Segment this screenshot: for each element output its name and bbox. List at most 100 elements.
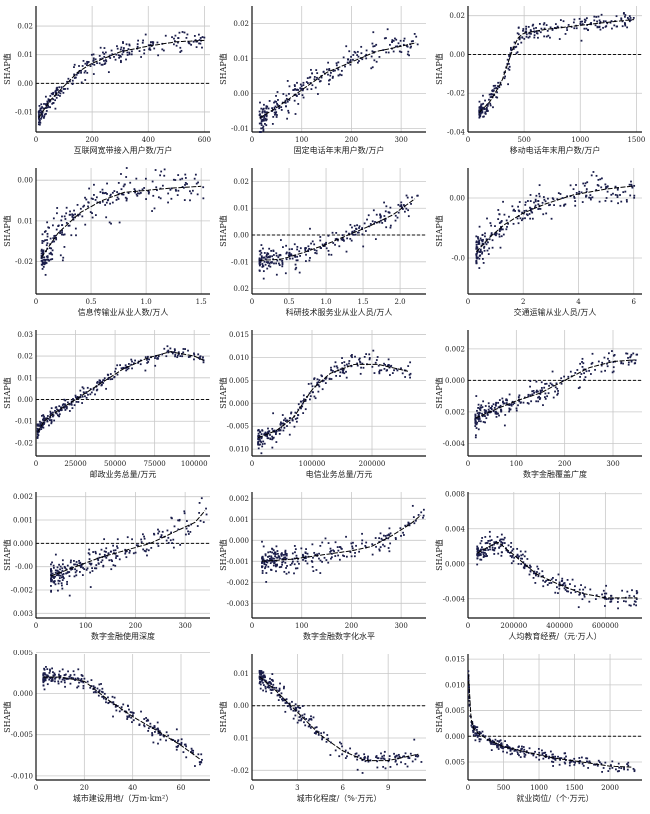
- data-point: [103, 550, 106, 553]
- data-point: [356, 758, 359, 761]
- data-point: [141, 41, 144, 44]
- data-point: [535, 32, 538, 34]
- data-point: [535, 574, 537, 577]
- data-point: [65, 406, 68, 409]
- data-point: [96, 380, 99, 383]
- data-point: [315, 252, 318, 255]
- data-point: [55, 238, 58, 241]
- data-point: [174, 349, 176, 352]
- data-point: [517, 43, 519, 46]
- y-tick-label: 0.01: [17, 374, 33, 382]
- data-point: [281, 263, 284, 266]
- data-point: [89, 571, 92, 574]
- data-point: [289, 254, 292, 257]
- data-point: [97, 694, 100, 697]
- data-point: [58, 405, 61, 408]
- data-point: [280, 553, 283, 556]
- data-point: [475, 417, 478, 420]
- data-point: [127, 705, 129, 707]
- data-point: [549, 382, 552, 385]
- data-point: [38, 121, 40, 124]
- data-point: [144, 177, 147, 180]
- data-point: [516, 51, 519, 54]
- data-point: [301, 405, 304, 408]
- data-point: [45, 258, 48, 261]
- data-point: [274, 433, 277, 436]
- data-point: [515, 555, 518, 558]
- data-point: [385, 226, 388, 229]
- data-point: [383, 545, 386, 548]
- data-point: [272, 557, 274, 560]
- data-point: [258, 435, 261, 438]
- data-point: [269, 438, 272, 441]
- data-point: [493, 87, 496, 90]
- data-point: [161, 353, 164, 356]
- data-point: [476, 547, 479, 550]
- data-point: [271, 437, 274, 440]
- data-point: [79, 565, 82, 567]
- data-point: [557, 573, 560, 576]
- data-point: [351, 545, 354, 548]
- data-point: [560, 580, 563, 582]
- data-point: [371, 543, 374, 546]
- data-point: [295, 89, 298, 91]
- data-point: [537, 748, 540, 750]
- x-axis-title: 数字金融覆盖广度: [523, 469, 587, 479]
- data-point: [319, 572, 322, 574]
- data-point: [378, 372, 381, 375]
- data-point: [607, 357, 609, 360]
- data-point: [58, 563, 60, 566]
- data-point: [284, 553, 287, 556]
- data-point: [614, 193, 617, 196]
- data-point: [282, 697, 284, 700]
- data-point: [79, 561, 82, 564]
- data-point: [189, 531, 192, 533]
- data-point: [74, 677, 77, 680]
- x-tick-label: 6: [341, 784, 346, 792]
- data-point: [335, 64, 338, 67]
- data-point: [37, 117, 40, 120]
- data-point: [92, 685, 95, 688]
- data-point: [297, 89, 300, 91]
- data-point: [485, 409, 487, 412]
- data-point: [367, 758, 369, 761]
- data-point: [75, 73, 78, 76]
- data-point: [391, 372, 394, 374]
- x-tick-label: 100000: [299, 460, 326, 468]
- data-point: [386, 28, 389, 31]
- data-point: [550, 383, 553, 386]
- data-point: [138, 50, 141, 53]
- data-point: [563, 757, 566, 760]
- data-point: [296, 417, 299, 420]
- x-tick-label: 1.0: [320, 298, 331, 306]
- data-point: [485, 108, 488, 111]
- data-point: [313, 378, 315, 380]
- data-point: [351, 547, 354, 550]
- data-point: [260, 255, 263, 258]
- data-point: [159, 174, 162, 177]
- data-point: [527, 752, 530, 754]
- data-point: [617, 202, 619, 205]
- data-point: [506, 63, 509, 65]
- data-point: [542, 404, 544, 407]
- data-point: [48, 226, 50, 229]
- data-point: [415, 35, 418, 38]
- data-point: [316, 381, 319, 384]
- data-point: [500, 533, 503, 536]
- data-point: [610, 764, 612, 767]
- data-point: [62, 88, 65, 90]
- data-point: [383, 37, 386, 40]
- data-point: [609, 21, 612, 24]
- data-point: [510, 562, 513, 565]
- data-point: [115, 555, 118, 557]
- data-point: [280, 552, 283, 555]
- data-point: [374, 238, 377, 241]
- data-point: [566, 29, 569, 31]
- data-point: [261, 110, 264, 113]
- data-point: [287, 109, 290, 112]
- data-point: [301, 705, 304, 707]
- data-point: [54, 673, 56, 676]
- data-point: [551, 197, 554, 200]
- data-point: [293, 99, 296, 102]
- data-point: [554, 757, 557, 760]
